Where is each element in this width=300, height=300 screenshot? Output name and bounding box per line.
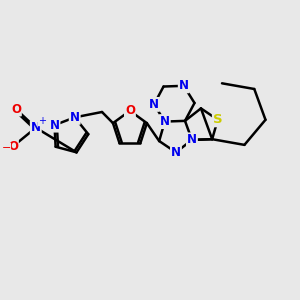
Text: S: S [213, 113, 223, 126]
Text: N: N [31, 121, 41, 134]
Text: N: N [50, 118, 59, 132]
Text: O: O [11, 103, 21, 116]
Text: N: N [70, 111, 80, 124]
Text: N: N [187, 134, 197, 146]
Text: N: N [179, 79, 189, 92]
Text: +: + [38, 116, 46, 126]
Text: O: O [125, 104, 135, 117]
Text: N: N [149, 98, 159, 111]
Text: O: O [8, 140, 18, 153]
Text: N: N [171, 146, 181, 159]
Text: −: − [2, 143, 11, 153]
Text: N: N [160, 115, 170, 128]
